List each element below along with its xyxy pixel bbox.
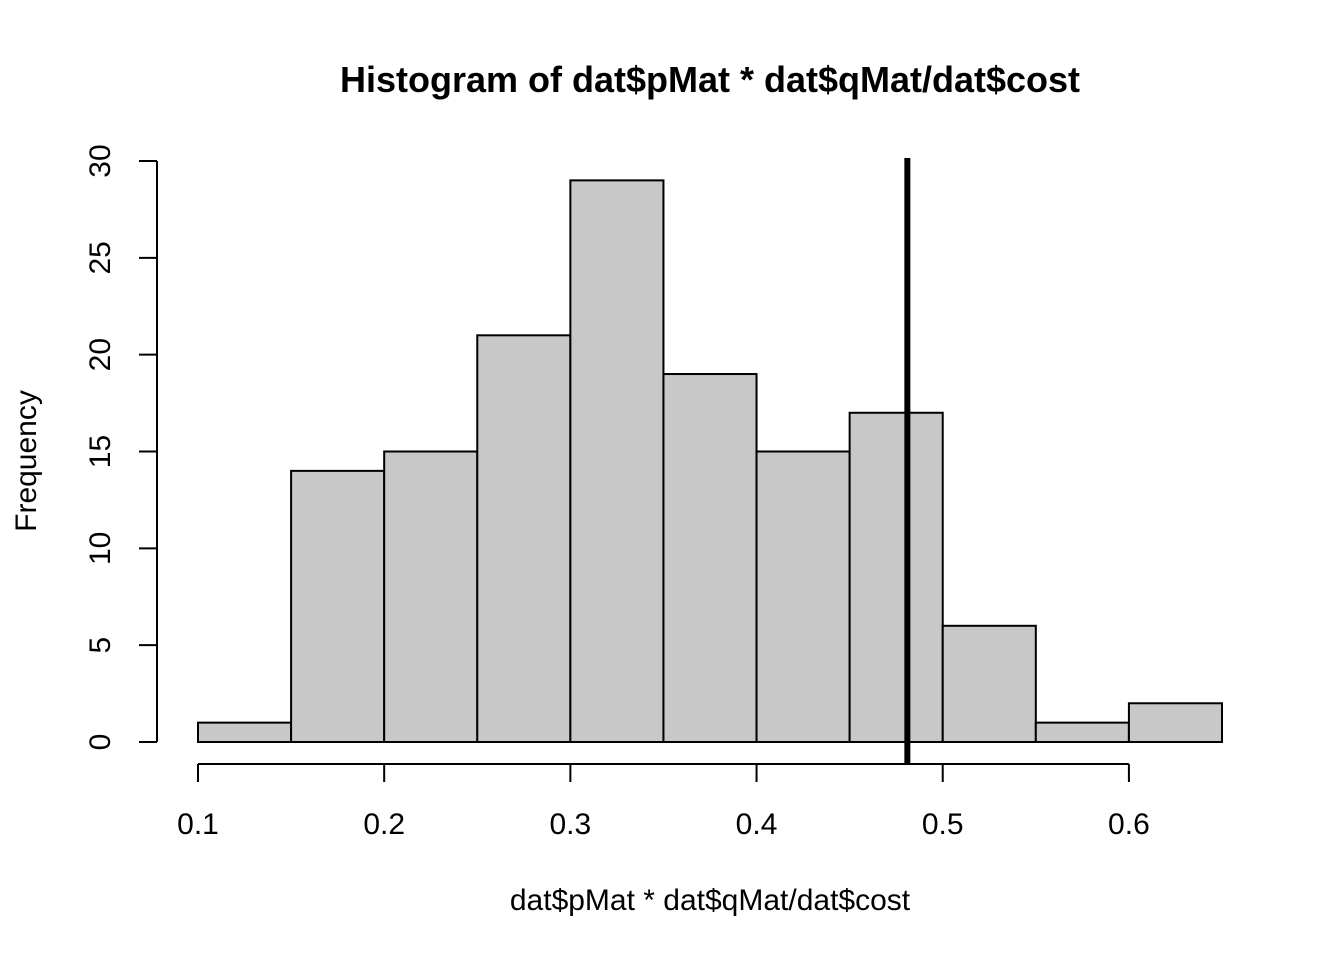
histogram-bar-7 bbox=[848, 411, 944, 743]
x-tick-label: 0.4 bbox=[736, 808, 778, 841]
y-axis-label: Frequency bbox=[10, 390, 43, 532]
x-axis: 0.1 0.2 0.3 0.4 0.5 0.6 bbox=[177, 763, 1150, 841]
x-tick-label: 0.5 bbox=[922, 808, 964, 841]
y-tick-label: 30 bbox=[84, 144, 117, 177]
histogram-bar-0 bbox=[197, 721, 293, 744]
histogram-bar-8 bbox=[941, 624, 1037, 743]
y-tick-label: 5 bbox=[84, 637, 117, 654]
histogram-bar-1 bbox=[290, 469, 386, 743]
y-tick-label: 20 bbox=[84, 338, 117, 371]
histogram-bar-6 bbox=[755, 450, 851, 743]
x-tick-label: 0.2 bbox=[363, 808, 405, 841]
histogram-bar-9 bbox=[1034, 721, 1130, 744]
y-tick-label: 10 bbox=[84, 532, 117, 565]
x-tick-label: 0.3 bbox=[550, 808, 592, 841]
histogram-bar-4 bbox=[569, 179, 665, 744]
y-tick-label: 0 bbox=[84, 734, 117, 751]
y-tick-label: 25 bbox=[84, 241, 117, 274]
y-tick-label: 15 bbox=[84, 435, 117, 468]
x-tick-label: 0.6 bbox=[1108, 808, 1150, 841]
chart-title: Histogram of dat$pMat * dat$qMat/dat$cos… bbox=[340, 59, 1080, 100]
histogram-bar-5 bbox=[662, 373, 758, 743]
histogram-bar-2 bbox=[383, 450, 479, 743]
x-tick-label: 0.1 bbox=[177, 808, 219, 841]
x-axis-label: dat$pMat * dat$qMat/dat$cost bbox=[510, 884, 911, 917]
histogram-bar-3 bbox=[476, 334, 572, 743]
y-axis: 0 5 10 15 20 25 30 bbox=[84, 144, 158, 751]
histogram-bar-10 bbox=[1127, 702, 1223, 743]
bars-group bbox=[197, 179, 1223, 744]
